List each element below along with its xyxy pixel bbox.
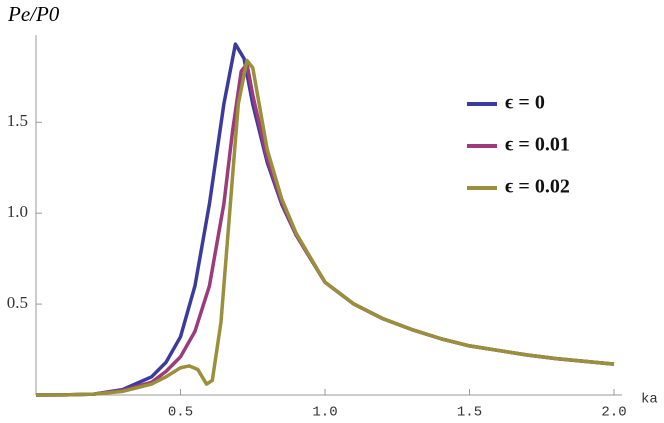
x-tick-label: 1.0 <box>312 405 337 421</box>
x-axis-label: ka <box>641 392 658 408</box>
series-line <box>35 58 615 397</box>
y-axis-label: Pe/P0 <box>7 2 60 26</box>
y-tick-label: 1.0 <box>7 202 28 221</box>
series-line <box>35 62 615 397</box>
legend-label: ϵ = 0.02 <box>505 176 570 198</box>
x-tick-label: 1.5 <box>457 405 482 421</box>
x-tick-label: 0.5 <box>168 405 193 421</box>
legend-label: ϵ = 0 <box>505 92 545 114</box>
y-tick-label: 1.5 <box>7 111 28 130</box>
legend-label: ϵ = 0.01 <box>505 134 570 156</box>
y-tick-label: 0.5 <box>7 293 28 312</box>
x-tick-label: 2.0 <box>601 405 626 421</box>
